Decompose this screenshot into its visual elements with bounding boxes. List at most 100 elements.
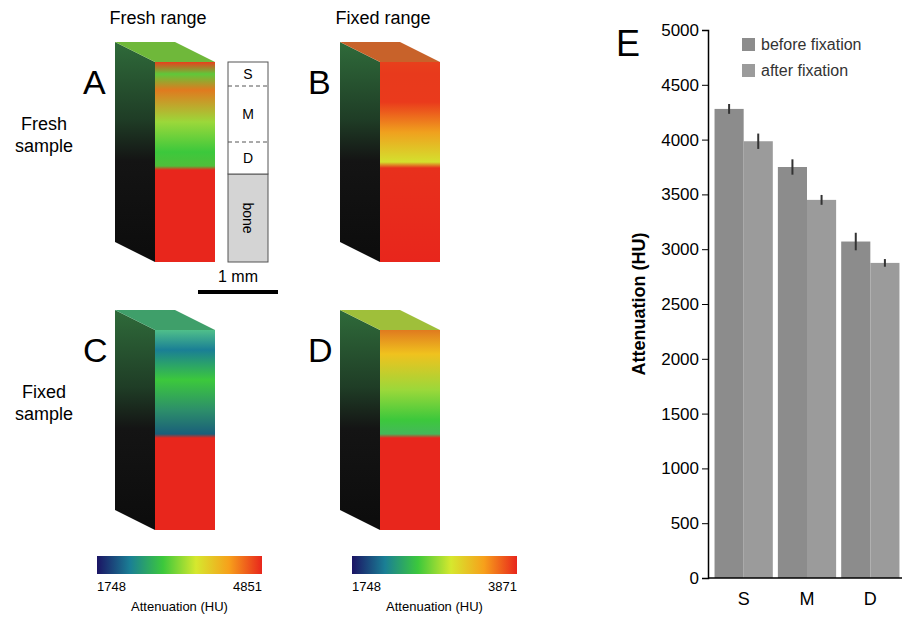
error-bar — [855, 233, 857, 251]
colorbar — [97, 556, 262, 574]
zone-divider — [228, 86, 268, 87]
tick-mark — [702, 30, 708, 31]
y-axis: 0500100015002000250030003500400045005000 — [661, 21, 708, 588]
cube-side-face — [115, 42, 155, 262]
y-axis-title: Attenuation (HU) — [629, 233, 649, 376]
panel-label: E — [616, 23, 640, 64]
tick-label: 3500 — [661, 185, 699, 204]
bar — [778, 167, 807, 578]
tick: 4500 — [661, 76, 708, 95]
tick-mark — [702, 414, 708, 415]
bars — [715, 104, 900, 578]
sample-cube — [115, 42, 215, 262]
tick-mark — [702, 140, 708, 141]
legend: before fixationafter fixation — [742, 36, 862, 79]
row-title: Fixedsample — [15, 382, 73, 424]
cube-front-face — [155, 330, 215, 530]
zone-label: S — [243, 66, 252, 82]
error-bar — [728, 104, 730, 114]
panel-label: D — [308, 331, 333, 369]
cube-top-face — [340, 310, 440, 330]
axis-line — [708, 577, 902, 579]
tick-label: 2500 — [661, 295, 699, 314]
tick-label: 5000 — [661, 21, 699, 40]
cube-top-face — [340, 42, 440, 62]
cube-top-face — [115, 310, 215, 330]
zone-label: M — [242, 106, 254, 122]
panel-label: C — [83, 331, 108, 369]
tick: 0 — [690, 569, 708, 588]
bar — [715, 109, 744, 578]
x-axis: SMD — [708, 578, 902, 609]
tick-label: 3000 — [661, 240, 699, 259]
sample-cube — [115, 310, 215, 530]
legend-swatch — [742, 38, 755, 51]
tick-label: D — [864, 589, 877, 609]
cube-side-face — [340, 310, 380, 530]
zone-label: bone — [240, 202, 256, 233]
panel-label: B — [308, 63, 331, 101]
cube-front-face — [155, 62, 215, 262]
tick: 3500 — [661, 185, 708, 204]
tick-mark — [702, 194, 708, 195]
tick-label: 4500 — [661, 76, 699, 95]
scale-bar — [198, 290, 278, 294]
tick-mark — [702, 468, 708, 469]
colorbar-tick-label: 1748 — [97, 579, 126, 594]
tick: 2500 — [661, 295, 708, 314]
scale-bar-label: 1 mm — [218, 268, 258, 285]
cube-front-face — [380, 330, 440, 530]
legend-label: after fixation — [761, 62, 848, 79]
tick-mark — [702, 249, 708, 250]
bar — [841, 242, 870, 578]
legend-swatch — [742, 64, 755, 77]
colorbar-title: Attenuation (HU) — [386, 599, 483, 614]
tick-mark — [702, 304, 708, 305]
row-title: Freshsample — [15, 114, 73, 156]
zone-divider — [228, 142, 268, 143]
zone-schematic: S M Dbone — [228, 62, 268, 262]
zone-label: D — [243, 150, 253, 166]
tick: S — [738, 578, 750, 609]
cube-top-face — [115, 42, 215, 62]
error-bar — [821, 195, 823, 205]
tick-label: 1500 — [661, 405, 699, 424]
bar — [870, 263, 899, 578]
tick: 5000 — [661, 21, 708, 40]
tick: 500 — [671, 514, 708, 533]
tick-label: M — [800, 589, 815, 609]
colorbar — [352, 556, 517, 574]
column-title: Fixed range — [335, 8, 430, 28]
tick-mark — [702, 578, 708, 579]
tissue-zone — [228, 62, 268, 174]
error-bar — [757, 134, 759, 149]
tick-label: S — [738, 589, 750, 609]
cube-side-face — [340, 42, 380, 262]
tick-label: 0 — [690, 569, 699, 588]
tick: M — [800, 578, 815, 609]
cube-front-face — [380, 62, 440, 262]
tick: 3000 — [661, 240, 708, 259]
tick-label: 500 — [671, 514, 699, 533]
tick: 4000 — [661, 131, 708, 150]
tick-mark — [702, 359, 708, 360]
colorbar-tick-label: 3871 — [488, 579, 517, 594]
sample-cube — [340, 42, 440, 262]
tick-mark — [702, 85, 708, 86]
colorbar-title: Attenuation (HU) — [131, 599, 228, 614]
tick-mark — [702, 523, 708, 524]
figure: Fresh range Fixed range Freshsample Fixedsa… — [0, 0, 906, 629]
colorbar-tick-label: 4851 — [233, 579, 262, 594]
column-title: Fresh range — [109, 8, 206, 28]
axis-line — [702, 31, 709, 579]
bar — [807, 200, 836, 578]
tick-label: 1000 — [661, 459, 699, 478]
panel-label: A — [83, 63, 106, 101]
sample-cube — [340, 310, 440, 530]
bar — [744, 141, 773, 578]
error-bar — [791, 159, 793, 174]
tick: 1000 — [661, 459, 708, 478]
cube-side-face — [115, 310, 155, 530]
tick-label: 4000 — [661, 131, 699, 150]
bone-zone — [228, 174, 268, 262]
